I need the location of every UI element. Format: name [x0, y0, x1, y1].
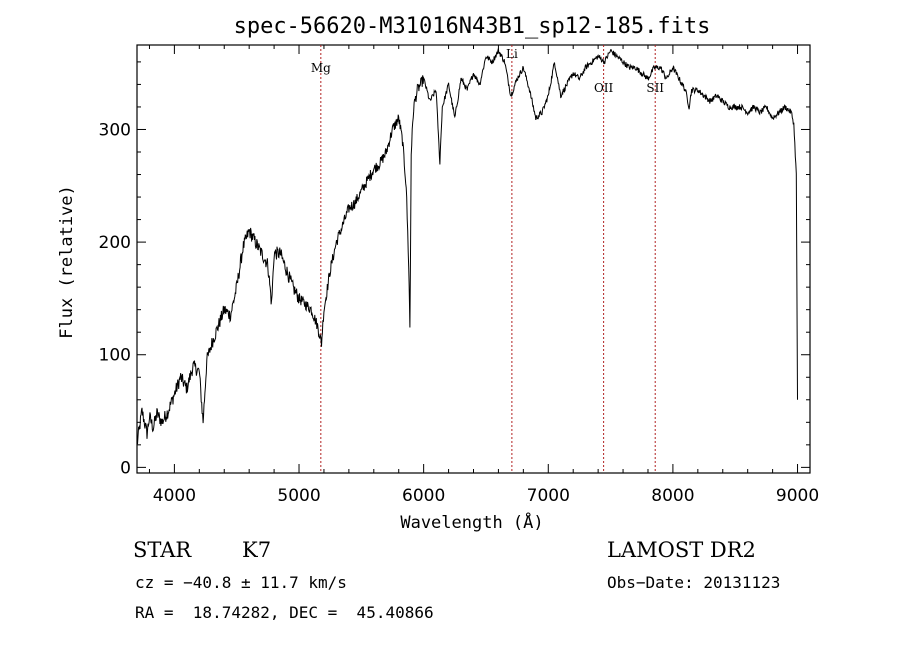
redshift-readout: cz = −40.8 ± 11.7 km/s	[135, 573, 347, 592]
x-tick-label: 9000	[776, 486, 819, 506]
x-tick-label: 4000	[153, 486, 196, 506]
x-axis-label: Wavelength (Å)	[400, 511, 543, 533]
x-axis-ticks: 4000 5000 6000 7000 8000 9000	[148, 45, 819, 506]
spectral-subclass: K7	[242, 538, 272, 562]
object-class: STAR	[133, 538, 192, 562]
x-tick-label: 8000	[651, 486, 694, 506]
spectrum-series	[136, 48, 798, 445]
line-label-mg: Mg	[311, 61, 331, 75]
survey-name: LAMOST DR2	[607, 538, 756, 562]
line-label-li: Li	[506, 47, 518, 61]
observation-date: Obs−Date: 20131123	[607, 573, 781, 592]
line-markers: Mg Li OII SII	[311, 45, 664, 473]
x-tick-label: 7000	[527, 486, 570, 506]
y-tick-label: 0	[120, 458, 131, 478]
y-axis-ticks: 0 100 200 300	[99, 61, 810, 478]
y-tick-label: 100	[99, 346, 131, 366]
y-axis-label: Flux (relative)	[57, 185, 77, 339]
coordinates-readout: RA = 18.74282, DEC = 45.40866	[135, 603, 434, 622]
plot-frame	[136, 44, 811, 474]
y-tick-label: 300	[99, 120, 131, 140]
line-label-sii: SII	[646, 81, 664, 95]
y-tick-label: 200	[99, 233, 131, 253]
x-tick-label: 5000	[277, 486, 320, 506]
line-label-oii: OII	[594, 81, 614, 95]
chart-title: spec-56620-M31016N43B1_sp12-185.fits	[234, 14, 711, 39]
spectrum-line	[136, 48, 798, 445]
x-tick-label: 6000	[402, 486, 445, 506]
